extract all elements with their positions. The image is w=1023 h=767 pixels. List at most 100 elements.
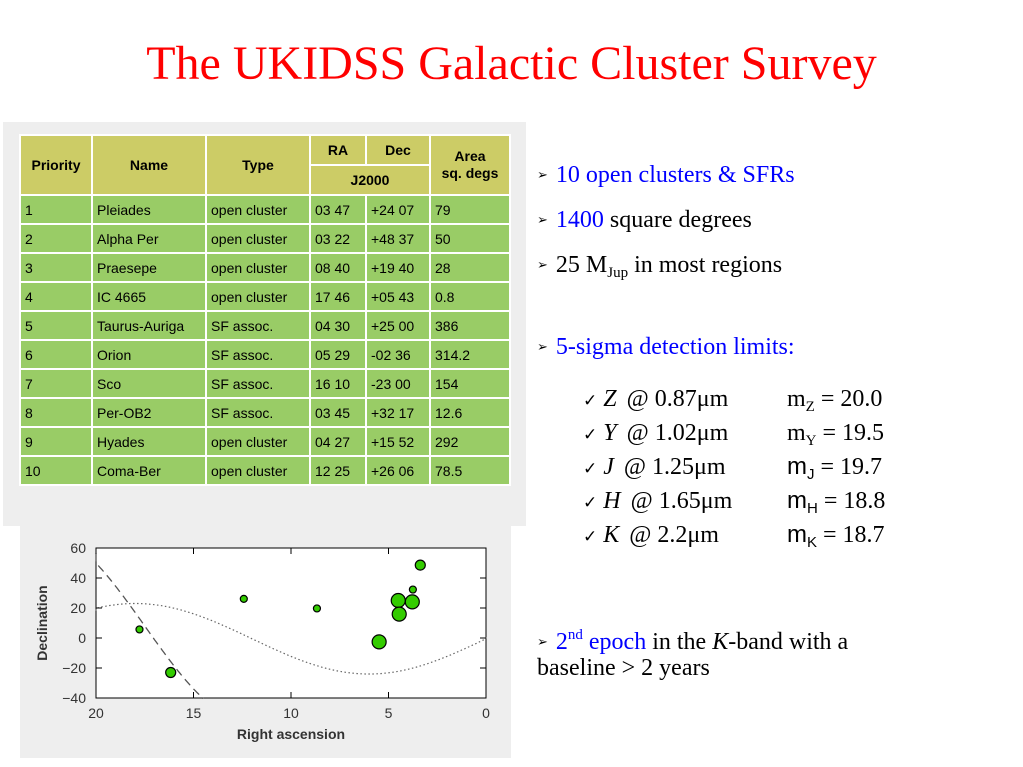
header-area-line1: Area xyxy=(454,148,486,164)
cell-priority: 4 xyxy=(19,281,93,312)
cell-ra: 03 47 xyxy=(309,194,367,225)
limit-line-z: ✓ Z @ 0.87μm mZ = 20.0 xyxy=(583,384,882,416)
cell-area: 292 xyxy=(429,426,511,457)
arrow-bullet-icon: ➢ xyxy=(537,634,548,649)
cluster-table: Priority Name Type RA Dec Area sq. degs … xyxy=(19,134,511,486)
magnitude-symbol: m xyxy=(787,487,807,514)
x-tick-label: 15 xyxy=(186,705,202,721)
bullet-area-text: square degrees xyxy=(603,207,752,233)
cell-ra: 03 22 xyxy=(309,223,367,254)
x-tick-label: 5 xyxy=(385,705,393,721)
epoch-baseline-text: baseline > 2 years xyxy=(537,655,710,681)
cell-priority: 2 xyxy=(19,223,93,254)
limit-line-j: ✓ J @ 1.25μm mJ = 19.7 xyxy=(583,452,882,484)
bullet-mass-value: 25 M xyxy=(555,252,608,278)
magnitude-subscript: J xyxy=(807,466,815,483)
cell-name: Coma-Ber xyxy=(91,455,207,486)
cell-priority: 1 xyxy=(19,194,93,225)
check-icon: ✓ xyxy=(583,493,598,512)
cell-area: 28 xyxy=(429,252,511,283)
table-row: 5 Taurus-Auriga SF assoc. 04 30 +25 00 386 xyxy=(19,310,511,341)
table-row: 10 Coma-Ber open cluster 12 25 +26 06 78.5 xyxy=(19,455,511,486)
filter-wavelength: @ 2.2μm xyxy=(629,522,719,548)
axis-ticks: 20 15 10 5 0 60 40 20 0 −20 −40 xyxy=(62,540,490,721)
cluster-point xyxy=(371,634,387,650)
cell-type: SF assoc. xyxy=(205,397,311,428)
bullet-open-clusters: ➢ 10 open clusters & SFRs xyxy=(537,160,795,193)
cluster-points xyxy=(135,559,426,679)
cell-dec: +25 00 xyxy=(365,310,431,341)
arrow-bullet-icon: ➢ xyxy=(537,167,548,182)
filter-wavelength: @ 1.02μm xyxy=(626,420,729,446)
y-tick-label: −20 xyxy=(62,660,86,676)
table-row: 8 Per-OB2 SF assoc. 03 45 +32 17 12.6 xyxy=(19,397,511,428)
filter-name: K xyxy=(603,522,620,548)
slide-title: The UKIDSS Galactic Cluster Survey xyxy=(146,37,877,90)
table-row: 9 Hyades open cluster 04 27 +15 52 292 xyxy=(19,426,511,457)
table-row: 4 IC 4665 open cluster 17 46 +05 43 0.8 xyxy=(19,281,511,312)
cell-type: SF assoc. xyxy=(205,339,311,370)
cell-area: 12.6 xyxy=(429,397,511,428)
cell-priority: 9 xyxy=(19,426,93,457)
x-tick-label: 20 xyxy=(88,705,104,721)
cell-dec: +05 43 xyxy=(365,281,431,312)
cell-ra: 03 45 xyxy=(309,397,367,428)
cluster-point xyxy=(408,585,417,594)
filter-name: Z xyxy=(603,386,617,412)
cell-priority: 8 xyxy=(19,397,93,428)
limit-line-h: ✓ H @ 1.65μm mH = 18.8 xyxy=(583,486,885,518)
cell-area: 154 xyxy=(429,368,511,399)
cell-type: open cluster xyxy=(205,455,311,486)
cluster-point xyxy=(165,666,177,679)
magnitude-value: = 18.8 xyxy=(817,488,886,514)
cell-area: 0.8 xyxy=(429,281,511,312)
bullet-detection-limits: ➢ 5-sigma detection limits: xyxy=(537,332,795,365)
cell-name: Hyades xyxy=(91,426,207,457)
cell-area: 78.5 xyxy=(429,455,511,486)
cell-dec: +26 06 xyxy=(365,455,431,486)
bullet-mass-limit: ➢ 25 MJup in most regions xyxy=(537,250,782,288)
filter-magnitude: mJ = 19.7 xyxy=(787,452,882,490)
cell-ra: 16 10 xyxy=(309,368,367,399)
magnitude-value: = 20.0 xyxy=(814,386,883,412)
header-priority: Priority xyxy=(19,134,93,196)
check-icon: ✓ xyxy=(583,425,598,444)
epoch-band: K xyxy=(712,629,729,655)
cell-dec: -02 36 xyxy=(365,339,431,370)
filter-magnitude: mH = 18.8 xyxy=(787,486,885,524)
cell-ra: 04 27 xyxy=(309,426,367,457)
check-icon: ✓ xyxy=(583,459,598,478)
magnitude-symbol: m xyxy=(787,386,806,412)
header-epoch: J2000 xyxy=(309,164,431,196)
limit-line-y: ✓ Y @ 1.02μm mY = 19.5 xyxy=(583,418,884,450)
filter-name: H xyxy=(603,488,621,514)
cell-priority: 5 xyxy=(19,310,93,341)
y-tick-label: 20 xyxy=(70,600,86,616)
cell-ra: 04 30 xyxy=(309,310,367,341)
filter-name: Y xyxy=(603,420,617,446)
magnitude-symbol: m xyxy=(787,453,807,480)
cell-ra: 12 25 xyxy=(309,455,367,486)
y-tick-label: 60 xyxy=(70,540,86,556)
table-row: 1 Pleiades open cluster 03 47 +24 07 79 xyxy=(19,194,511,225)
magnitude-value: = 19.5 xyxy=(816,420,885,446)
magnitude-symbol: m xyxy=(787,420,806,446)
header-name: Name xyxy=(91,134,207,196)
filter-name: J xyxy=(603,454,614,480)
cluster-point xyxy=(239,594,248,603)
cell-dec: +24 07 xyxy=(365,194,431,225)
cell-type: open cluster xyxy=(205,426,311,457)
y-axis-label: Declination xyxy=(34,585,50,660)
header-ra: RA xyxy=(309,134,367,166)
y-tick-label: −40 xyxy=(62,690,86,706)
cell-dec: +48 37 xyxy=(365,223,431,254)
cell-dec: -23 00 xyxy=(365,368,431,399)
bullet-detection-limits-text: 5-sigma detection limits: xyxy=(555,334,795,360)
cell-dec: +19 40 xyxy=(365,252,431,283)
magnitude-subscript: Z xyxy=(805,399,815,415)
check-icon: ✓ xyxy=(583,391,598,410)
limit-line-k: ✓ K @ 2.2μm mK = 18.7 xyxy=(583,520,885,552)
table-row: 3 Praesepe open cluster 08 40 +19 40 28 xyxy=(19,252,511,283)
filter-magnitude: mY = 19.5 xyxy=(787,418,884,456)
cell-priority: 6 xyxy=(19,339,93,370)
